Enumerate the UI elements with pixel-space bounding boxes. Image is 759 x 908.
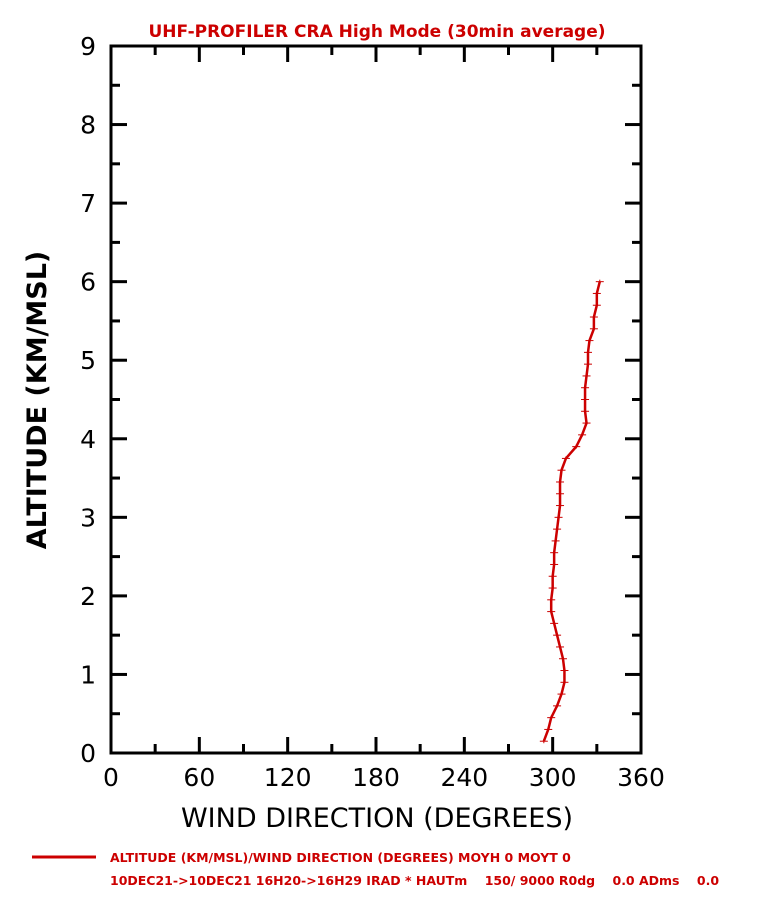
data-point [572, 444, 581, 449]
x-tick-label: 180 [352, 763, 400, 792]
x-axis-label: WIND DIRECTION (DEGREES) [181, 803, 573, 834]
y-tick-label: 8 [80, 111, 96, 140]
chart-title: UHF-PROFILER CRA High Mode (30min averag… [148, 22, 605, 42]
data-point [560, 668, 569, 673]
data-point [592, 291, 601, 296]
x-tick-labels: 0 60 120 180 240 300 360 [103, 763, 665, 792]
data-point [556, 503, 565, 508]
data-point [550, 550, 559, 555]
data-point [589, 326, 598, 331]
data-point [550, 562, 559, 567]
data-point [582, 373, 591, 378]
data-point [544, 727, 553, 732]
y-axis-label: ALTITUDE (KM/MSL) [22, 251, 53, 550]
legend-entry: ALTITUDE (KM/MSL)/WIND DIRECTION (DEGREE… [110, 850, 571, 865]
y-tick-label: 1 [80, 660, 96, 689]
y-tick-label: 9 [80, 32, 96, 61]
x-tick-label: 360 [617, 763, 665, 792]
y-tick-label: 2 [80, 582, 96, 611]
data-series [539, 279, 604, 744]
y-tick-label: 6 [80, 268, 96, 297]
data-point [547, 609, 556, 614]
data-point [581, 409, 590, 414]
data-point [584, 350, 592, 355]
data-point [554, 515, 563, 520]
data-point [551, 538, 560, 543]
data-point [582, 421, 591, 426]
y-tick-label: 0 [80, 739, 96, 768]
plot-frame [109, 44, 643, 755]
data-point [553, 703, 562, 708]
x-tick-label: 0 [103, 763, 119, 792]
data-point [595, 279, 604, 284]
data-point [548, 574, 557, 579]
data-point [553, 527, 562, 532]
data-point [547, 597, 556, 602]
data-point [581, 385, 590, 390]
data-point [547, 715, 556, 720]
x-tick-label: 60 [183, 763, 215, 792]
y-tick-labels: 0 1 2 3 4 5 6 7 8 9 [80, 32, 96, 768]
data-point [556, 644, 565, 649]
data-point [558, 656, 567, 661]
y-tick-label: 3 [80, 503, 96, 532]
data-point [539, 739, 548, 744]
x-tick-label: 240 [440, 763, 488, 792]
data-point [550, 621, 559, 626]
data-point [561, 456, 570, 461]
footer-info-line: 10DEC21->10DEC21 16H20->16H29 IRAD * HAU… [110, 873, 719, 888]
x-tick-label: 120 [264, 763, 312, 792]
data-point [585, 338, 594, 343]
data-point [560, 680, 569, 685]
series-line [542, 281, 601, 742]
data-point [557, 692, 566, 697]
data-point [553, 633, 562, 638]
data-point [584, 362, 592, 367]
data-point [592, 303, 601, 308]
data-point [578, 432, 587, 437]
x-tick-label: 300 [529, 763, 577, 792]
data-point [556, 479, 565, 484]
data-point [548, 586, 557, 591]
data-point [557, 468, 566, 473]
data-point [581, 397, 590, 402]
y-tick-label: 7 [80, 189, 96, 218]
y-tick-label: 5 [80, 346, 96, 375]
data-point [589, 315, 598, 320]
data-point [556, 491, 565, 496]
y-tick-label: 4 [80, 425, 96, 454]
